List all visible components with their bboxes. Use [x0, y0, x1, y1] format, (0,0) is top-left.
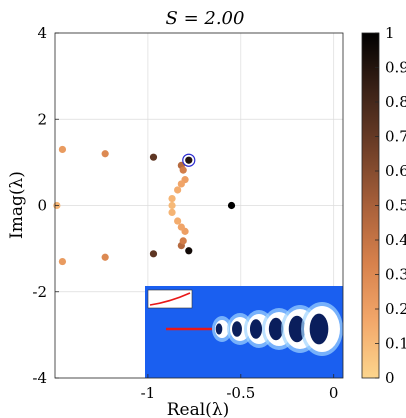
data-point	[185, 247, 193, 255]
x-tick-label: -1	[141, 384, 156, 402]
colorbar: 0 0.1 0.2 0.3 0.4 0.5 0.6 0.7 0.8 0.9 1	[361, 24, 406, 387]
y-tick-label: 0	[37, 197, 47, 215]
inset-subplot-curve	[149, 292, 191, 306]
data-points	[53, 145, 236, 266]
axis-ticks: -1 -0.5 0 -4 -2 0 2 4	[32, 24, 338, 402]
inset-wake-dark	[268, 317, 284, 341]
data-point	[168, 201, 176, 210]
data-point	[174, 186, 182, 194]
colorbar-tick-label: 0.4	[385, 231, 406, 249]
y-tick-label: -4	[32, 369, 47, 387]
colorbar-tick-label: 0.6	[385, 162, 406, 180]
data-point	[58, 145, 67, 154]
x-axis-label: Real(λ)	[167, 400, 229, 418]
inset-wake-structures	[212, 302, 343, 356]
colorbar-tick-label: 1	[385, 24, 395, 42]
data-point	[227, 201, 236, 210]
inset-wake-dark	[309, 313, 329, 345]
data-point	[149, 250, 158, 258]
inset-wake-dark	[215, 323, 223, 335]
data-point	[168, 208, 176, 216]
colorbar-tick-label: 0.7	[385, 128, 406, 146]
inset-wake-dark	[232, 321, 242, 337]
data-point	[185, 156, 193, 164]
colorbar-tick-label: 0.5	[385, 197, 406, 215]
colorbar-tick-label: 0	[385, 369, 395, 387]
colorbar-ticks: 0 0.1 0.2 0.3 0.4 0.5 0.6 0.7 0.8 0.9 1	[375, 24, 406, 387]
inset-flow-field	[145, 286, 343, 378]
y-axis-label: Imag(λ)	[7, 171, 27, 239]
colorbar-tick-label: 0.8	[385, 93, 406, 111]
data-point	[177, 180, 185, 188]
colorbar-tick-label: 0.9	[385, 59, 406, 77]
y-tick-label: 4	[37, 24, 47, 42]
data-point	[58, 257, 67, 266]
data-point	[179, 237, 187, 245]
highlighted-point-ring	[182, 153, 196, 167]
data-point	[149, 153, 158, 161]
y-tick-label: -2	[32, 283, 47, 301]
inset-wake-dark	[288, 315, 306, 343]
data-point	[177, 223, 185, 231]
data-point	[179, 166, 187, 174]
x-tick-label: -0.5	[226, 384, 255, 402]
y-tick-label: 2	[37, 110, 47, 128]
x-tick-label: 0	[329, 384, 339, 402]
chart-title: S = 2.00	[166, 8, 245, 29]
colorbar-tick-label: 0.2	[385, 300, 406, 318]
colorbar-tick-label: 0.3	[385, 266, 406, 284]
data-point	[101, 150, 109, 158]
inset-wake-dark	[249, 319, 263, 339]
data-point	[168, 195, 176, 203]
inset-subplot	[147, 289, 193, 309]
colorbar-tick-label: 0.1	[385, 335, 406, 353]
data-point	[174, 217, 182, 225]
data-point	[101, 253, 109, 261]
